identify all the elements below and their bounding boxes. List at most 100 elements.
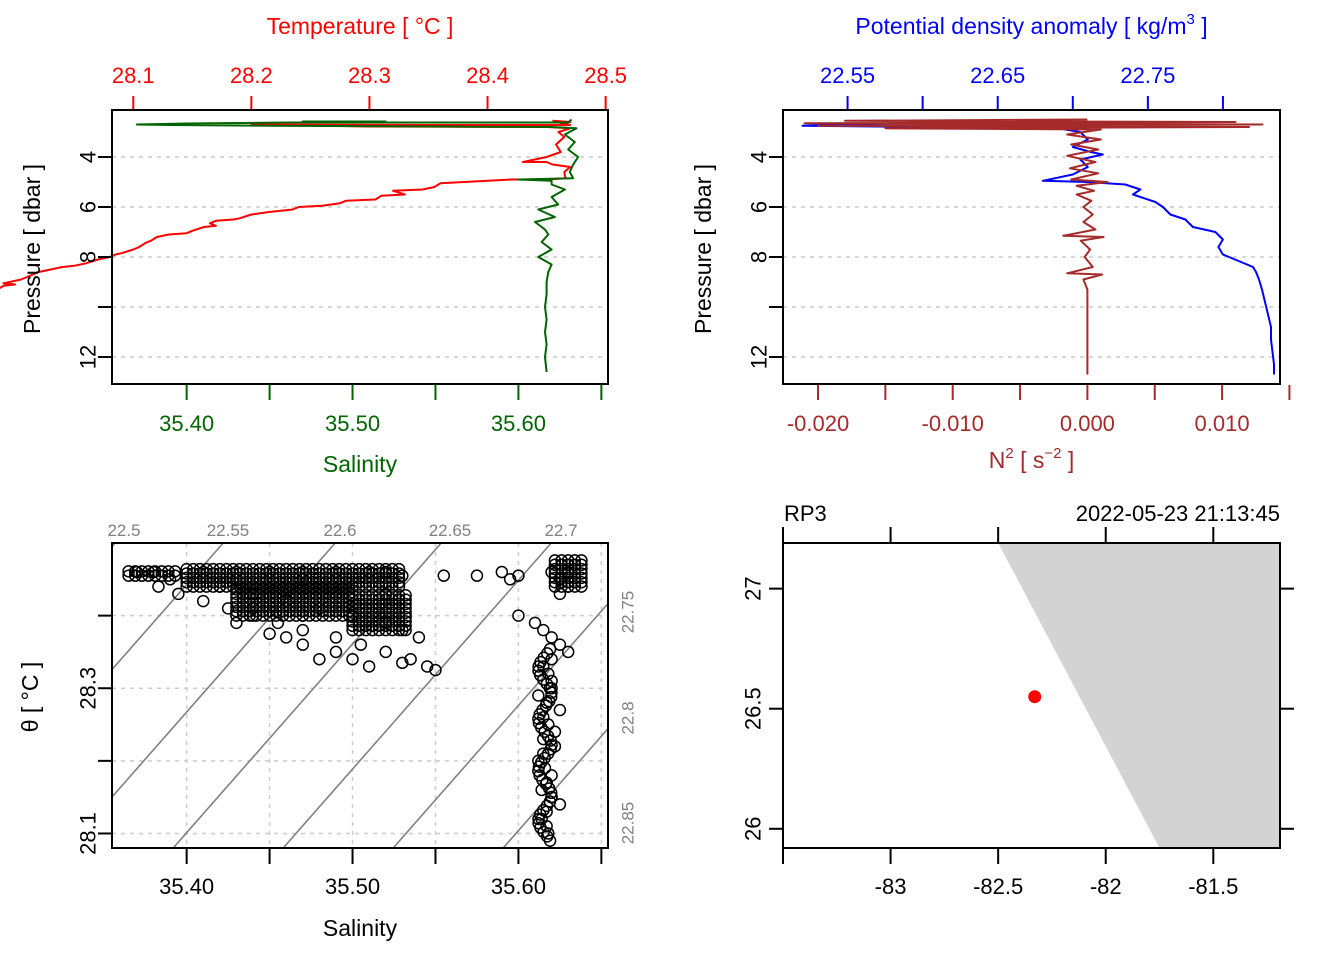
data-point bbox=[246, 571, 260, 585]
data-point bbox=[193, 575, 207, 589]
data-point bbox=[309, 600, 323, 614]
data-point bbox=[306, 571, 319, 585]
data-point bbox=[392, 593, 406, 606]
data-point bbox=[273, 575, 286, 589]
data-point bbox=[329, 591, 343, 605]
data-point bbox=[193, 580, 207, 593]
data-point bbox=[366, 562, 379, 576]
data-point bbox=[323, 583, 336, 596]
data-point bbox=[243, 596, 256, 609]
data-point bbox=[561, 562, 575, 576]
data-point bbox=[269, 605, 283, 618]
data-point bbox=[256, 609, 270, 622]
data-point bbox=[168, 569, 182, 582]
data-point bbox=[221, 602, 235, 615]
data-point bbox=[359, 602, 373, 615]
data-point bbox=[263, 627, 276, 641]
data-point bbox=[392, 567, 406, 580]
data-point bbox=[379, 575, 392, 589]
data-point bbox=[329, 645, 343, 659]
isopycnal-label: 22.7 bbox=[544, 521, 577, 540]
data-point bbox=[230, 605, 243, 618]
data-point bbox=[263, 609, 276, 622]
data-point bbox=[329, 583, 343, 596]
y-tick-label: 4 bbox=[76, 151, 101, 163]
isopycnal-label: 22.5 bbox=[107, 521, 140, 540]
isopycnal-label: 22.8 bbox=[619, 701, 638, 734]
data-point bbox=[575, 580, 588, 593]
data-point bbox=[544, 690, 558, 704]
data-point bbox=[346, 597, 359, 611]
data-point bbox=[256, 587, 270, 601]
y-tick-label: 6 bbox=[747, 201, 772, 213]
data-point bbox=[313, 562, 326, 576]
data-point bbox=[359, 567, 373, 580]
bottom-tick-label: 35.40 bbox=[159, 411, 214, 436]
data-point bbox=[372, 619, 386, 633]
data-point bbox=[512, 609, 525, 622]
data-point bbox=[276, 609, 290, 622]
data-point bbox=[366, 606, 379, 619]
data-point bbox=[372, 571, 386, 585]
data-point bbox=[276, 591, 290, 605]
data-point bbox=[233, 571, 246, 585]
data-point bbox=[299, 562, 313, 576]
data-point bbox=[346, 610, 359, 624]
data-point bbox=[323, 596, 336, 609]
data-point bbox=[128, 569, 142, 582]
data-point bbox=[354, 638, 368, 651]
data-point bbox=[213, 575, 227, 589]
data-point bbox=[326, 575, 339, 589]
top-tick-label: 22.75 bbox=[1120, 63, 1175, 88]
data-point bbox=[180, 562, 193, 576]
data-point bbox=[122, 565, 135, 578]
data-point bbox=[555, 554, 568, 567]
data-point bbox=[303, 583, 316, 596]
data-point bbox=[386, 575, 399, 589]
data-point bbox=[372, 580, 386, 593]
data-point bbox=[263, 587, 276, 601]
top-tick-label: 28.4 bbox=[466, 63, 509, 88]
isopycnal-line bbox=[392, 602, 608, 848]
data-point bbox=[193, 571, 207, 585]
data-point bbox=[386, 589, 399, 602]
data-point bbox=[561, 575, 575, 589]
data-point bbox=[392, 615, 406, 628]
data-point bbox=[352, 575, 366, 589]
data-point bbox=[548, 580, 562, 593]
data-point bbox=[359, 571, 373, 585]
data-point bbox=[386, 619, 399, 633]
top-tick-label: 22.65 bbox=[970, 63, 1025, 88]
data-point bbox=[296, 623, 310, 637]
data-point bbox=[372, 597, 386, 611]
data-point bbox=[293, 567, 306, 580]
data-point bbox=[263, 600, 276, 614]
data-point bbox=[306, 562, 319, 576]
isopycnal-label: 22.6 bbox=[323, 521, 356, 540]
data-point bbox=[187, 580, 200, 593]
data-point bbox=[575, 562, 588, 576]
data-point bbox=[269, 587, 283, 601]
data-point bbox=[309, 583, 323, 596]
data-point bbox=[326, 567, 339, 580]
data-point bbox=[260, 567, 273, 580]
data-point bbox=[346, 562, 359, 576]
data-point bbox=[392, 580, 406, 593]
data-point bbox=[236, 596, 250, 609]
data-point bbox=[303, 609, 316, 622]
data-point bbox=[333, 567, 346, 580]
data-point bbox=[561, 554, 575, 567]
data-point bbox=[240, 567, 253, 580]
data-point bbox=[548, 575, 562, 589]
data-point bbox=[323, 600, 336, 614]
data-point bbox=[279, 567, 293, 580]
data-point bbox=[250, 596, 263, 609]
data-point bbox=[532, 817, 545, 830]
data-point bbox=[230, 587, 243, 601]
data-point bbox=[299, 571, 313, 585]
data-point bbox=[568, 571, 582, 585]
data-point bbox=[269, 609, 283, 622]
data-point bbox=[200, 575, 213, 589]
data-point bbox=[336, 587, 349, 601]
data-point bbox=[333, 575, 346, 589]
